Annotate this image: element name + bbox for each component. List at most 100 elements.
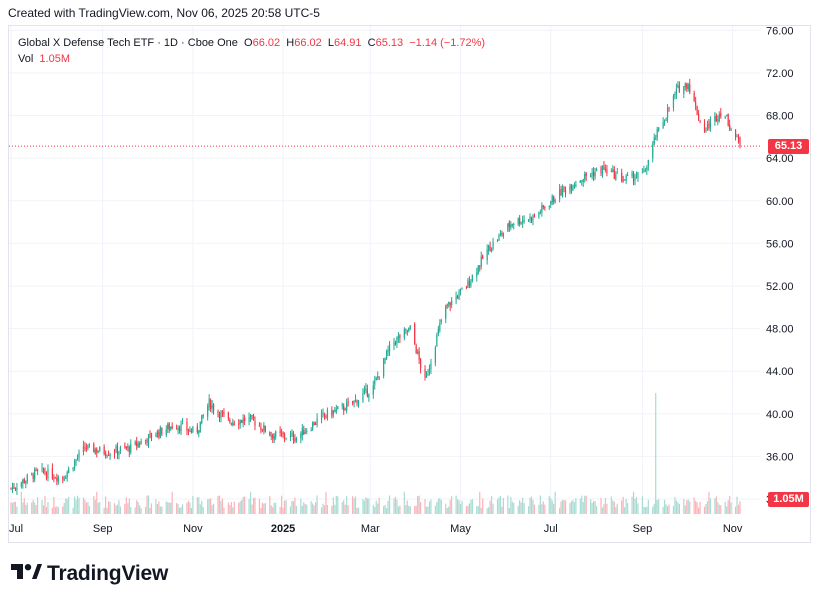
volume-bar: [456, 499, 459, 514]
candle-body: [242, 418, 244, 424]
volume-bar: [541, 504, 543, 514]
volume-bar: [399, 505, 401, 514]
volume-bar: [312, 503, 314, 514]
candle-body: [581, 180, 583, 182]
candle-body: [533, 215, 536, 218]
x-tick-label: Sep: [633, 523, 653, 535]
candle-body: [714, 115, 716, 122]
candle-body: [23, 479, 25, 483]
volume-bar: [467, 505, 469, 514]
candle-body: [125, 446, 127, 449]
candle-body: [362, 393, 364, 401]
candle-body: [347, 401, 349, 403]
x-tick-label: May: [450, 523, 471, 535]
candle-body: [105, 452, 107, 456]
volume-bar: [561, 500, 564, 514]
volume-bar: [316, 495, 318, 514]
candle-body: [239, 420, 241, 424]
symbol-description[interactable]: Global X Defense Tech ETF · 1D · Cboe On…: [18, 37, 238, 49]
candle-body: [66, 472, 68, 477]
candle-body: [655, 138, 657, 140]
volume-bar: [668, 504, 670, 514]
candle-body: [75, 459, 77, 462]
volume-bar: [155, 499, 157, 514]
volume-bar: [20, 491, 22, 514]
candle-body: [425, 373, 428, 378]
volume-bar: [269, 495, 271, 514]
volume-bar: [93, 495, 95, 514]
price-chart[interactable]: 76.00 72.00 68.00 64.00 60.00 56.00 52.00 48.00…: [0, 0, 821, 550]
low-value: 64.91: [333, 37, 362, 49]
volume-bar: [68, 496, 70, 514]
candle-body: [10, 488, 12, 490]
open-value: 66.02: [252, 37, 281, 49]
volume-bar: [96, 491, 98, 514]
volume-bar: [420, 502, 422, 514]
candle-body: [409, 325, 411, 329]
tradingview-brand[interactable]: TradingView: [11, 562, 168, 586]
candle-body: [399, 335, 401, 339]
volume-bar: [223, 507, 225, 514]
volume-bar: [181, 504, 184, 514]
candle-body: [270, 435, 272, 437]
volume-bar: [403, 491, 405, 514]
volume-bar: [724, 501, 726, 514]
candle-body: [53, 477, 55, 479]
candle-body: [186, 421, 188, 431]
candle-body: [82, 445, 85, 453]
volume-bar: [313, 505, 315, 514]
candle-body: [656, 128, 658, 138]
volume-bar: [440, 499, 442, 514]
candle-body: [653, 137, 655, 144]
candle-body: [331, 409, 333, 416]
volume-bar: [88, 505, 90, 514]
candle-body: [78, 452, 80, 459]
candle-body: [542, 205, 544, 208]
candle-body: [221, 411, 224, 413]
candle-body: [14, 488, 17, 490]
candle-body: [486, 249, 488, 261]
candle-body: [383, 358, 385, 376]
volume-bar: [127, 503, 129, 514]
volume-bar: [560, 501, 562, 514]
candle-body: [199, 421, 201, 432]
volume-bar: [326, 504, 329, 514]
candle-body: [34, 469, 36, 480]
candle-body: [254, 420, 256, 426]
candle-body: [264, 426, 266, 432]
candle-body: [337, 406, 339, 410]
candle-body: [218, 413, 221, 418]
volume-bar: [103, 507, 105, 514]
chart-frame: [8, 25, 811, 543]
volume-bar: [47, 502, 49, 514]
volume-bar: [641, 496, 644, 514]
volume-bar: [165, 501, 167, 514]
candle-body: [689, 84, 691, 93]
volume-bar: [211, 505, 213, 514]
candle-body: [563, 186, 565, 190]
volume-bar: [26, 502, 28, 514]
candle-body: [291, 433, 293, 435]
volume-bar: [146, 495, 148, 514]
candle-body: [415, 345, 417, 354]
candle-body: [220, 411, 222, 419]
candle-body: [406, 330, 408, 332]
candle-body: [417, 351, 419, 354]
candle-body: [176, 428, 178, 430]
volume-bar: [346, 496, 348, 514]
volume-bar: [283, 500, 286, 514]
candle-body: [294, 439, 296, 441]
candle-body: [187, 429, 190, 432]
candle-body: [181, 423, 184, 425]
candle-body: [282, 432, 284, 435]
change-value: −1.14 (−1.72%): [409, 37, 486, 49]
volume-bar: [606, 503, 608, 514]
candle-body: [490, 248, 493, 252]
candle-body: [22, 479, 24, 484]
volume-bar: [527, 506, 530, 514]
volume-bar: [558, 507, 561, 514]
candle-body: [300, 433, 302, 439]
x-tick-label: Jul: [9, 523, 23, 535]
volume-bar: [14, 501, 17, 514]
volume-bar: [227, 502, 229, 514]
